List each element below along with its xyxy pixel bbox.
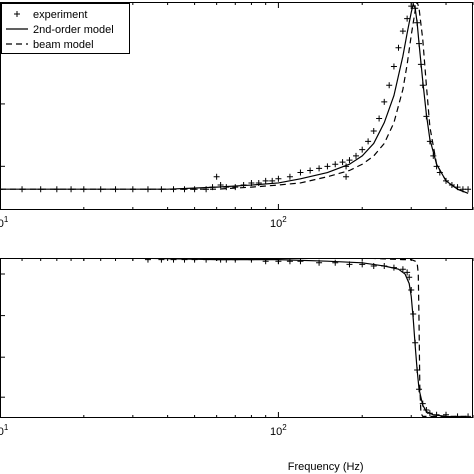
data-point [346,157,353,164]
data-point [332,259,339,266]
data-point [399,266,406,273]
legend-label: beam model [33,39,94,51]
x-tick-label-exponent: 1 [4,423,9,432]
data-point [170,258,177,263]
data-point [286,258,293,265]
data-point [112,258,119,261]
data-point [332,161,339,168]
x-tick-label: 102 [270,215,287,230]
x-tick-label-exponent: 2 [282,215,287,224]
data-point [80,258,87,261]
x-axis-label: Frequency (Hz) [288,461,364,473]
series-experiment [0,258,472,418]
x-tick-label-exponent: 1 [4,215,9,224]
data-point [144,258,151,263]
axes-frame [0,2,473,210]
data-point [381,98,388,105]
x-tick-label-base: 10 [270,426,282,438]
data-point [316,165,323,172]
x-tick-label-base: 10 [0,426,4,438]
data-point [386,82,393,89]
data-point [262,177,269,184]
data-point [129,258,136,261]
x-tick-label-base: 10 [270,218,282,230]
legend-label: 2nd-order model [33,24,114,36]
series-line-2nd-order-model [0,258,469,418]
data-point [343,173,350,180]
data-point [370,127,377,134]
data-point [68,258,75,261]
data-point [365,138,372,145]
plot-area [0,2,472,194]
data-point [37,258,44,261]
data-point [307,167,314,174]
panel-bottom: 101102Frequency (Hz) [0,258,474,473]
series-line-beam-model [0,2,469,194]
legend-label: experiment [33,9,87,21]
data-point [404,15,411,22]
data-point [376,115,383,122]
data-point [232,184,239,191]
x-tick-label: 101 [0,423,9,438]
data-point [390,63,397,70]
data-point [297,169,304,176]
plot-area [0,258,472,418]
data-point [213,173,220,180]
data-point [158,258,165,263]
data-point [395,44,402,51]
x-tick-label: 102 [270,423,287,438]
data-point [465,186,472,193]
data-point [399,28,406,35]
data-point [339,159,346,166]
data-point [404,269,411,276]
data-point [324,163,331,170]
legend: experiment 2nd-order model beam model [1,3,130,54]
legend-swatch-plus [14,11,20,17]
x-tick-label-exponent: 2 [282,423,287,432]
data-point [353,152,360,159]
series-line-2nd-order-model [0,2,469,194]
data-point [406,274,413,281]
data-point [297,258,304,265]
axes-frame [0,258,473,418]
data-point [408,287,415,293]
data-point [286,173,293,180]
legend-box [1,3,130,54]
data-point [97,258,104,261]
data-point [359,146,366,153]
series-line-beam-model [0,258,469,417]
data-point [19,258,26,261]
x-tick-label-base: 10 [0,218,4,230]
data-point [275,175,282,182]
data-point [53,258,60,261]
x-tick-label: 101 [0,215,9,230]
